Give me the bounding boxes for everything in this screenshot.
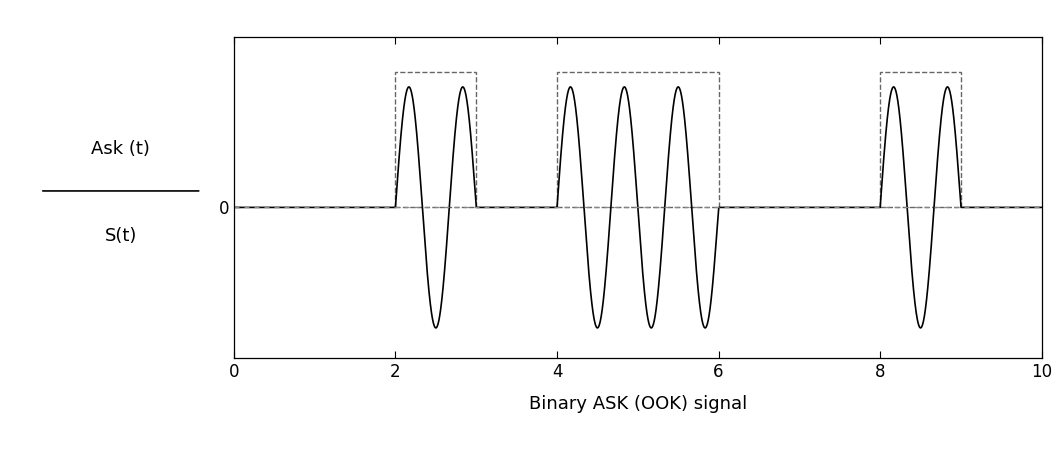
Bar	[557, 72, 719, 207]
Bar	[395, 72, 476, 207]
X-axis label: Binary ASK (OOK) signal: Binary ASK (OOK) signal	[528, 395, 747, 413]
Text: S(t): S(t)	[104, 227, 137, 245]
Bar	[880, 72, 961, 207]
Text: Ask (t): Ask (t)	[91, 140, 150, 158]
